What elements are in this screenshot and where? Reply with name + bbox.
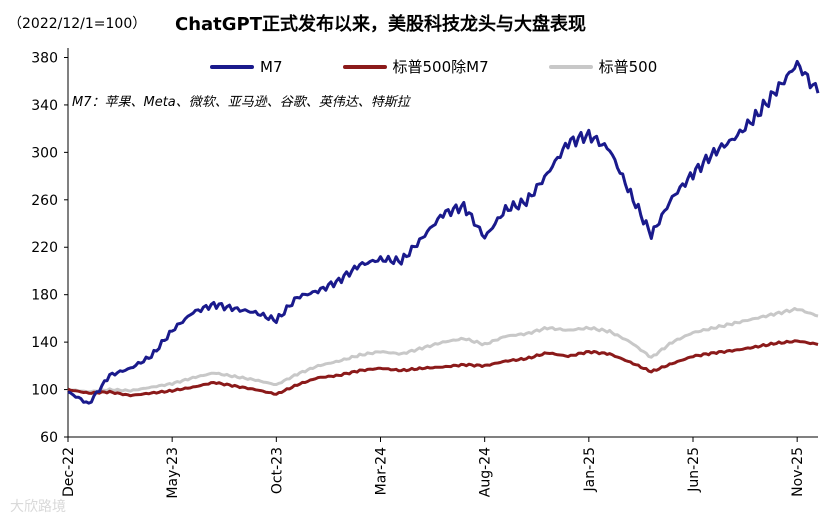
legend-swatch-spx (548, 64, 593, 69)
legend-item-m7: M7 (210, 56, 283, 77)
legend-swatch-ex-m7 (342, 64, 387, 69)
chart-title: ChatGPT正式发布以来，美股科技龙头与大盘表现 (175, 14, 587, 35)
legend-label-m7: M7 (260, 57, 283, 76)
watermark: 大欣路境 (10, 499, 66, 515)
y-tick-label: 100 (31, 383, 58, 399)
x-tick-label: Oct-23 (269, 447, 285, 494)
series-line-m7 (67, 59, 820, 405)
x-tick-label: Nov-25 (790, 447, 806, 497)
y-tick-label: 60 (40, 430, 58, 446)
y-tick-label: 380 (31, 50, 58, 66)
y-tick-label: 300 (31, 145, 58, 161)
legend-item-spx: 标普500 (548, 56, 658, 77)
y-tick-label: 260 (31, 193, 58, 209)
x-tick-label: Mar-24 (374, 447, 390, 495)
legend: M7 标普500除M7 标普500 (210, 56, 657, 77)
x-tick-label: May-23 (165, 447, 181, 499)
y-tick-label: 220 (31, 240, 58, 256)
legend-swatch-m7 (210, 64, 254, 69)
y-tick-label: 340 (31, 98, 58, 114)
legend-label-spx: 标普500 (598, 58, 658, 76)
series-line-spx (67, 307, 819, 394)
x-tick-label: Jun-25 (686, 447, 702, 493)
series-line-ex-m7 (67, 339, 819, 398)
y-tick-label: 180 (31, 288, 58, 304)
x-tick-label: Aug-24 (478, 447, 494, 497)
legend-label-ex-m7: 标普500除M7 (392, 58, 489, 76)
constituents-note: M7：苹果、Meta、微软、亚马逊、谷歌、英伟达、特斯拉 (72, 95, 410, 110)
x-tick-label: Jan-25 (582, 447, 598, 492)
unit-note: （2022/12/1=100） (8, 16, 147, 32)
y-tick-label: 140 (31, 335, 58, 351)
legend-item-ex-m7: 标普500除M7 (342, 56, 489, 77)
x-tick-label: Dec-22 (61, 447, 77, 497)
